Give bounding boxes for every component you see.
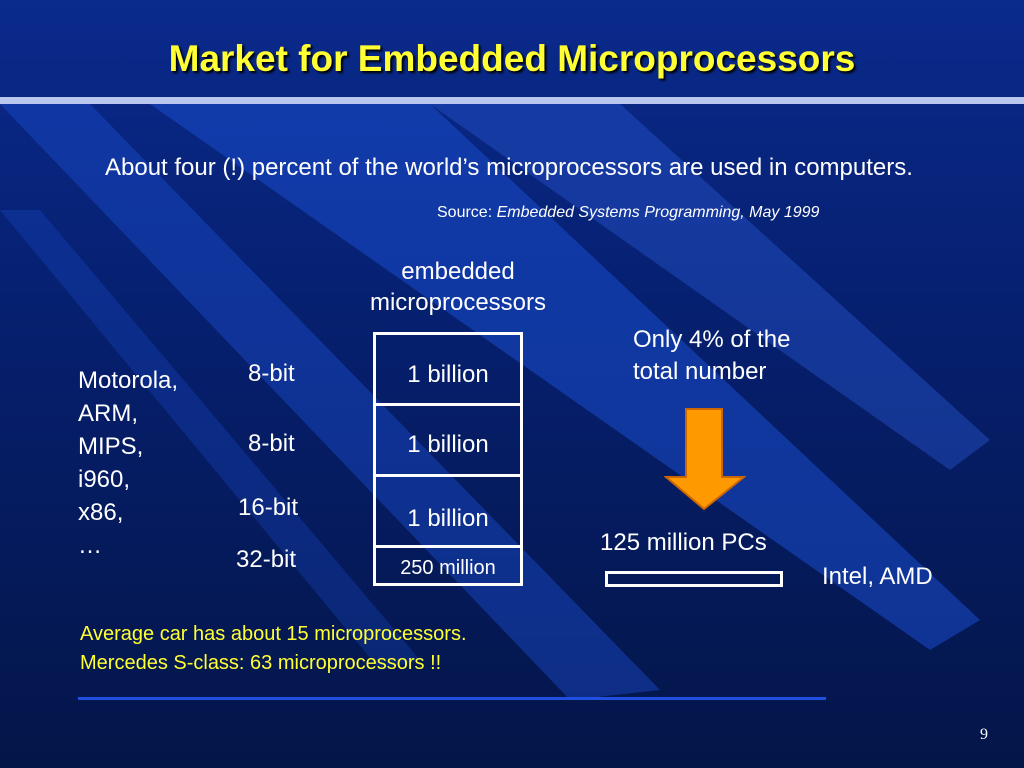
page-number: 9 xyxy=(980,726,988,743)
vendor-item: Motorola, xyxy=(78,367,179,394)
pc-count-label: 125 million PCs xyxy=(600,529,767,556)
bottom-divider xyxy=(78,697,826,700)
share-note: Only 4% of the total number xyxy=(633,324,790,388)
intro-text: About four (!) percent of the world’s mi… xyxy=(105,154,913,181)
bit-width-label: 8-bit xyxy=(248,360,295,387)
bit-width-label: 32-bit xyxy=(236,546,297,573)
vendor-item: … xyxy=(78,532,102,559)
car-fact-line: Average car has about 15 microprocessors… xyxy=(80,623,467,645)
column-heading-line-1: embedded xyxy=(401,258,515,285)
vendor-list: Motorola, ARM, MIPS, i960, x86, … xyxy=(78,364,178,562)
volume-cell: 1 billion xyxy=(407,361,489,388)
vendor-item: i960, xyxy=(78,466,131,493)
pc-volume-bar xyxy=(605,571,783,587)
pc-makers-label: Intel, AMD xyxy=(822,563,933,590)
volume-cell: 1 billion xyxy=(407,505,489,532)
column-heading: embedded microprocessors xyxy=(340,256,576,318)
car-facts: Average car has about 15 microprocessors… xyxy=(80,620,467,678)
vendor-item: MIPS, xyxy=(78,433,144,460)
stack-divider xyxy=(376,474,520,477)
bit-width-label: 8-bit xyxy=(248,430,295,457)
title-divider xyxy=(0,97,1024,104)
column-heading-line-2: microprocessors xyxy=(369,289,547,316)
vendor-item: x86, xyxy=(78,499,124,526)
source-label: Source: xyxy=(437,204,497,221)
car-fact-line: Mercedes S-class: 63 microprocessors !! xyxy=(80,652,442,674)
share-note-line-1: Only 4% of the xyxy=(633,326,791,353)
stack-divider xyxy=(376,403,520,406)
volume-stack: 1 billion 1 billion 1 billion 250 millio… xyxy=(373,332,523,586)
bit-width-label: 16-bit xyxy=(238,494,299,521)
slide-title: Market for Embedded Microprocessors xyxy=(168,38,856,79)
source-citation: Source: Embedded Systems Programming, Ma… xyxy=(437,204,819,222)
source-publication: Embedded Systems Programming, May 1999 xyxy=(496,204,820,221)
stack-divider xyxy=(376,545,520,548)
down-arrow-icon xyxy=(664,408,746,511)
share-note-line-2: total number xyxy=(633,358,767,385)
volume-cell: 250 million xyxy=(400,557,496,579)
vendor-item: ARM, xyxy=(78,400,138,427)
volume-cell: 1 billion xyxy=(407,431,489,458)
